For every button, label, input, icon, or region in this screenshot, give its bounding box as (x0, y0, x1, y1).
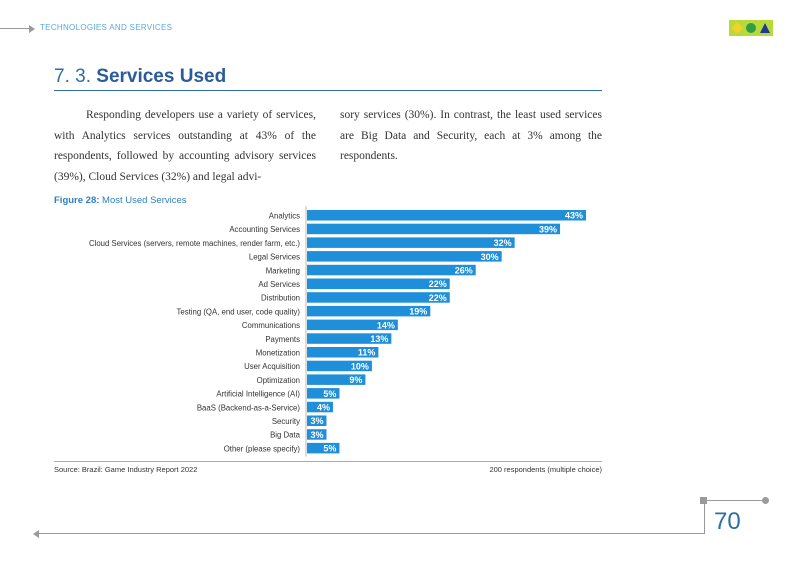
section-rule (54, 90, 602, 91)
bar (307, 347, 379, 358)
category-label: Distribution (261, 294, 300, 303)
value-label: 3% (310, 430, 323, 440)
header-section-label: TECHNOLOGIES AND SERVICES (40, 23, 173, 32)
bar (307, 374, 366, 385)
category-label: Optimization (257, 376, 300, 385)
bar (307, 442, 340, 454)
bar (307, 415, 327, 426)
triangle-icon (760, 23, 770, 33)
bar (307, 388, 340, 399)
source-note: Source: Brazil: Game Industry Report 202… (54, 465, 198, 474)
category-label: Other (please specify) (224, 444, 301, 453)
most-used-services-chart: Analytics 43% Accounting Services 39% Cloud … (89, 206, 587, 457)
bar (307, 264, 476, 276)
source-rule (54, 461, 602, 462)
value-label: 30% (481, 252, 499, 262)
category-label: Security (272, 417, 300, 426)
bar (307, 333, 392, 344)
body-paragraph-col1: Responding developers use a variety of s… (54, 109, 316, 183)
category-label: Testing (QA, end user, code quality) (176, 307, 300, 316)
header-arrow-icon (29, 25, 35, 33)
value-label: 13% (370, 334, 388, 344)
value-label: 19% (409, 307, 427, 317)
footer-rule (38, 533, 704, 534)
bar (307, 319, 398, 331)
figure-title: Most Used Services (102, 195, 187, 206)
body-paragraph-col2: sory services (30%). In contrast, the le… (340, 109, 602, 162)
category-label: Artificial Intelligence (AI) (216, 390, 300, 399)
category-label: Payments (265, 335, 300, 344)
value-label: 11% (358, 348, 376, 358)
footer-dot-icon (762, 497, 769, 504)
category-label: Accounting Services (229, 225, 300, 234)
value-label: 9% (349, 375, 362, 385)
bar (307, 223, 561, 235)
section-title: Services Used (96, 66, 227, 87)
value-label: 3% (310, 416, 323, 426)
value-label: 10% (351, 361, 369, 371)
category-label: Legal Services (249, 253, 300, 262)
value-label: 14% (377, 320, 395, 330)
category-label: Monetization (256, 349, 300, 358)
category-label: BaaS (Backend-as-a-Service) (197, 403, 301, 412)
figure-label: Figure 28: (54, 195, 100, 206)
footer-arrow-icon (33, 530, 39, 538)
value-label: 22% (429, 279, 447, 289)
value-label: 43% (565, 211, 583, 221)
bar (307, 360, 372, 372)
bar (307, 292, 450, 303)
bar (307, 401, 333, 413)
category-label: Ad Services (258, 280, 300, 289)
value-label: 32% (494, 238, 512, 248)
value-label: 39% (539, 224, 557, 234)
header-rule (0, 28, 30, 29)
section-heading: 7. 3. Services Used (54, 66, 226, 88)
bar (307, 305, 431, 317)
diamond-icon (731, 22, 743, 34)
circle-icon (746, 23, 756, 33)
category-label: Analytics (269, 212, 300, 221)
page-number: 70 (714, 508, 741, 535)
category-label: Cloud Services (servers, remote machines… (89, 239, 300, 248)
section-number: 7. 3. (54, 66, 91, 87)
value-label: 4% (317, 403, 330, 413)
footer-top-rule (704, 500, 766, 501)
footer-vertical-rule (704, 500, 705, 534)
category-label: Communications (242, 321, 300, 330)
game-shapes-logo-icon (729, 20, 773, 36)
value-label: 22% (429, 293, 447, 303)
footer-square-icon (700, 497, 707, 504)
figure-caption: Figure 28: Most Used Services (54, 195, 187, 206)
category-label: Marketing (266, 266, 300, 275)
bar (307, 237, 515, 248)
category-label: User Acquisition (244, 362, 300, 371)
value-label: 26% (455, 266, 473, 276)
category-label: Big Data (270, 431, 301, 440)
bar (307, 251, 502, 262)
bar (307, 210, 587, 221)
bar (307, 429, 327, 440)
bar (307, 278, 450, 289)
respondents-note: 200 respondents (multiple choice) (489, 465, 602, 474)
value-label: 5% (323, 389, 336, 399)
value-label: 5% (323, 444, 336, 454)
